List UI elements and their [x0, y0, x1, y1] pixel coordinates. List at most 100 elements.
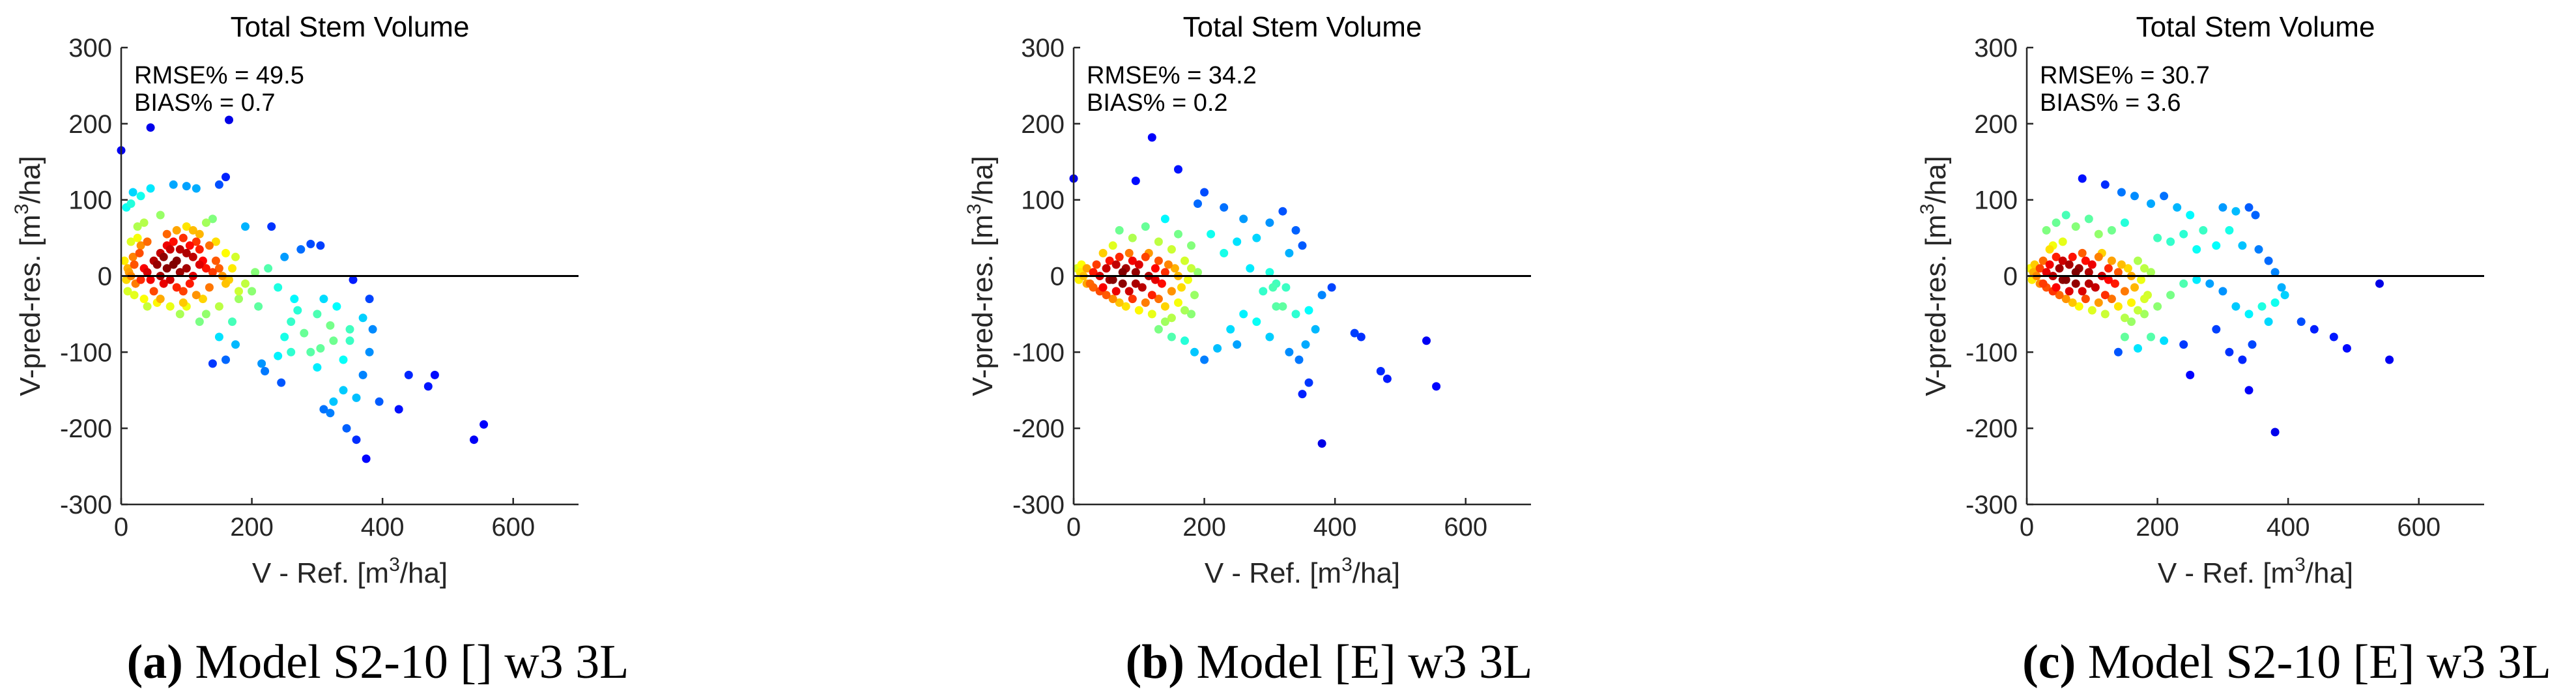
- data-point: [231, 252, 240, 261]
- data-point: [2065, 287, 2074, 296]
- data-point: [2084, 268, 2093, 277]
- data-point: [2110, 279, 2119, 288]
- data-point: [2071, 268, 2080, 277]
- data-point: [2225, 347, 2234, 356]
- y-tick-label: 300: [68, 34, 112, 63]
- x-label-superscript: 3: [1341, 554, 1352, 575]
- data-point: [254, 302, 263, 311]
- data-point: [185, 241, 194, 250]
- data-point: [1154, 237, 1163, 246]
- data-point: [2074, 302, 2083, 311]
- x-label-unit: /ha]: [1352, 557, 1400, 589]
- data-point: [1376, 367, 1385, 375]
- data-point: [1167, 332, 1176, 342]
- x-label-text: V - Ref. [m: [1205, 557, 1341, 589]
- data-point: [214, 302, 223, 311]
- data-point: [136, 241, 145, 250]
- data-point: [1181, 336, 1189, 345]
- chart-title: Total Stem Volume: [231, 11, 470, 43]
- y-axis-label: V-pred-res. [m3/ha]: [11, 156, 46, 396]
- data-point: [2134, 306, 2142, 315]
- data-point: [2078, 287, 2087, 296]
- data-point: [1147, 291, 1156, 300]
- data-point: [1259, 287, 1268, 296]
- data-point: [1141, 298, 1150, 307]
- data-point: [182, 182, 191, 191]
- data-point: [2147, 268, 2155, 277]
- data-point: [214, 332, 223, 342]
- data-point: [332, 302, 341, 311]
- y-tick-label: 300: [1974, 34, 2018, 63]
- data-point: [2081, 295, 2090, 304]
- data-point: [2244, 386, 2254, 395]
- data-point: [375, 397, 384, 406]
- data-point: [2238, 241, 2247, 250]
- caption-text: Model [E] w3 3L: [1184, 635, 1532, 689]
- data-point: [195, 229, 204, 239]
- data-point: [1239, 214, 1248, 224]
- x-label-superscript: 3: [2295, 554, 2306, 575]
- data-point: [2055, 291, 2064, 300]
- data-point: [2052, 252, 2061, 261]
- data-point: [1131, 279, 1140, 288]
- data-point: [162, 264, 171, 273]
- data-point: [1174, 298, 1182, 307]
- data-point: [241, 279, 250, 288]
- data-point: [143, 302, 152, 311]
- data-point: [152, 260, 162, 269]
- data-point: [2039, 256, 2048, 265]
- data-point: [1098, 248, 1108, 257]
- data-point: [261, 367, 270, 375]
- x-axis-label: V - Ref. [m3/ha]: [1205, 554, 1400, 589]
- y-label-superscript: 3: [1917, 203, 1938, 214]
- data-point: [2120, 287, 2129, 296]
- x-axis-label: V - Ref. [m3/ha]: [2158, 554, 2353, 589]
- subfigure-caption: (b) Model [E] w3 3L: [1126, 635, 1533, 689]
- bias-text: BIAS% = 0.7: [134, 89, 276, 117]
- data-point: [1102, 264, 1111, 273]
- chart-title: Total Stem Volume: [1183, 11, 1422, 43]
- data-point: [2212, 325, 2221, 334]
- data-point: [2094, 298, 2103, 307]
- data-point: [248, 287, 257, 296]
- data-point: [280, 332, 289, 342]
- data-point: [1268, 283, 1278, 292]
- data-point: [1154, 325, 1163, 334]
- data-point: [1098, 283, 1108, 292]
- data-point: [287, 347, 296, 356]
- data-point: [1105, 256, 1114, 265]
- data-point: [2205, 279, 2214, 288]
- data-point: [293, 306, 302, 315]
- data-point: [2052, 283, 2061, 292]
- data-point: [2061, 295, 2070, 304]
- x-tick-label: 0: [2020, 513, 2034, 542]
- data-point: [290, 295, 299, 304]
- data-point: [2134, 344, 2142, 353]
- y-tick-label: 100: [68, 186, 112, 215]
- data-point: [1151, 275, 1160, 284]
- data-point: [2058, 237, 2067, 246]
- data-point: [2137, 275, 2145, 284]
- data-point: [404, 370, 413, 379]
- data-point: [2120, 313, 2129, 323]
- data-point: [169, 260, 178, 269]
- data-point: [2231, 302, 2240, 311]
- data-point: [130, 260, 139, 269]
- data-point: [2068, 298, 2077, 307]
- data-point: [296, 245, 306, 254]
- data-point: [1138, 283, 1147, 292]
- data-point: [1141, 252, 1150, 261]
- data-point: [201, 218, 210, 227]
- data-point: [2264, 256, 2273, 265]
- data-point: [1207, 229, 1216, 239]
- data-point: [2071, 279, 2080, 288]
- data-point: [1134, 260, 1143, 269]
- data-point: [156, 295, 165, 304]
- bias-text: BIAS% = 0.2: [1087, 89, 1228, 117]
- data-point: [257, 359, 266, 368]
- data-point: [1265, 332, 1274, 342]
- scatter-points: [1069, 133, 1441, 448]
- data-point: [2140, 295, 2149, 304]
- data-point: [2270, 298, 2280, 307]
